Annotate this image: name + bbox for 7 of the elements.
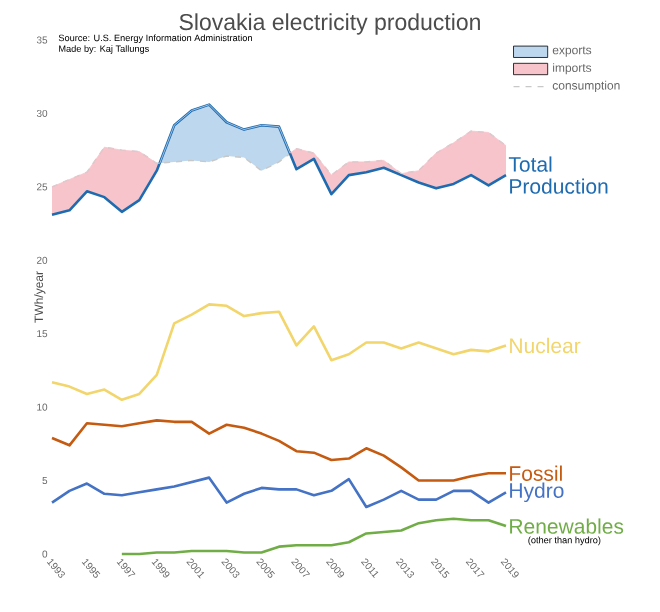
series-label: Hydro [510, 482, 564, 503]
series-label: Total Production [508, 156, 608, 194]
series-label: Fossil [510, 465, 562, 481]
series-label: Renewables [510, 518, 624, 534]
chart-title: Slovakia electricity production [179, 13, 480, 35]
line-series [50, 103, 508, 217]
series-label: Nuclear [510, 337, 581, 354]
